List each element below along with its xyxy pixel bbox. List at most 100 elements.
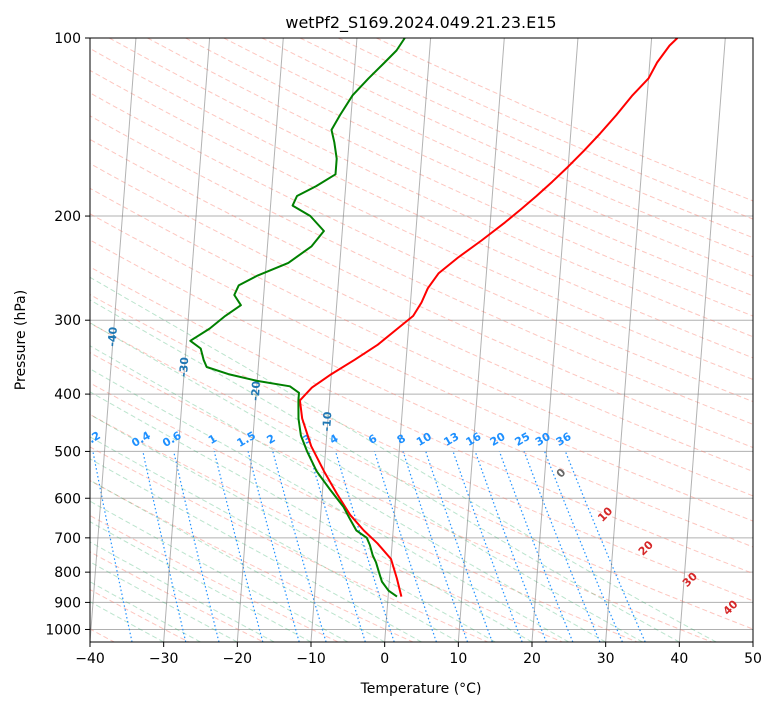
- dry-adiabat: [90, 352, 712, 642]
- mixing-ratio-line: [92, 451, 133, 642]
- dry-adiabat: [147, 38, 753, 317]
- moist-adiabat: [90, 479, 385, 642]
- dewpoint-profile-line: [189, 38, 406, 598]
- y-tick-label: 1000: [45, 622, 81, 638]
- dry-adiabat: [90, 187, 753, 497]
- mixing-ratio-label: 1.5: [235, 429, 258, 450]
- moist-adiabat: [90, 500, 349, 642]
- mixing-ratio-label: 0.2: [79, 429, 102, 450]
- moist-adiabat: [90, 541, 275, 642]
- moist-adiabat: [90, 299, 680, 642]
- y-tick-label: 900: [54, 595, 81, 611]
- dry-adiabat: [90, 551, 264, 642]
- mixing-ratio-label: 36: [554, 430, 574, 449]
- mixing-ratio-line: [544, 451, 623, 642]
- x-tick-label: −10: [296, 651, 326, 667]
- mixing-ratio-label: 16: [464, 430, 484, 449]
- y-tick-label: 100: [54, 31, 81, 47]
- dry-adiabat: [90, 162, 753, 472]
- y-tick-label: 600: [54, 491, 81, 507]
- moist-adiabat: [90, 345, 606, 642]
- dry-adiabat: [90, 294, 753, 602]
- mixing-ratio-line: [564, 451, 646, 642]
- x-tick-label: 40: [670, 651, 688, 667]
- mixing-ratio-line: [498, 451, 574, 642]
- mixing-ratio-line: [452, 451, 523, 642]
- moist-adiabat: [90, 581, 201, 642]
- y-tick-label: 400: [54, 387, 81, 403]
- mixing-ratio-label: 10: [414, 430, 434, 449]
- mixing-ratio-line: [213, 451, 264, 642]
- x-tick-label: −20: [223, 651, 253, 667]
- dry-adiabat: [90, 480, 414, 642]
- mixing-ratio-label: 6: [366, 432, 379, 447]
- moist-adiabat: [90, 391, 533, 642]
- dry-adiabat: [90, 239, 753, 548]
- isotherm-line: [457, 38, 505, 642]
- isotherm-line: [605, 38, 653, 642]
- mixing-ratio-line: [272, 451, 327, 642]
- isotherm-label: -20: [249, 380, 264, 401]
- mixing-ratio-label: 1: [206, 432, 219, 447]
- moist-adiabat-label: 0: [554, 466, 569, 481]
- moist-adiabat: [90, 561, 238, 642]
- x-tick-label: 30: [597, 651, 615, 667]
- isotherm-line: [531, 38, 579, 642]
- dry-adiabat: [90, 115, 753, 425]
- mixing-ratio-line: [173, 451, 220, 642]
- dry-adiabat: [90, 322, 753, 630]
- dry-adiabat: [376, 38, 753, 202]
- x-tick-label: −40: [75, 651, 105, 667]
- y-tick-label: 700: [54, 531, 81, 547]
- plot-frame: [89, 37, 754, 643]
- dry-adiabat: [90, 47, 753, 359]
- moist-adiabat: [90, 521, 312, 642]
- dry-adiabat: [90, 69, 753, 380]
- dry-adiabat: [90, 92, 753, 403]
- moist-adiabat-label: 10: [595, 504, 615, 524]
- dry-adiabat: [223, 38, 753, 277]
- temperature-profile-line: [298, 38, 679, 597]
- moist-adiabat-label: 40: [721, 597, 741, 617]
- mixing-ratio-label: 4: [327, 432, 340, 447]
- y-tick-label: 500: [54, 444, 81, 460]
- plot-area: -100-90-80-70-60-50-40-30-20-100.10.20.4…: [33, 38, 753, 642]
- y-tick-label: 300: [54, 313, 81, 329]
- isotherm-line: [310, 38, 358, 642]
- x-tick-label: 50: [744, 651, 762, 667]
- mixing-ratio-line: [523, 451, 601, 642]
- x-tick-label: 10: [449, 651, 467, 667]
- mixing-ratio-line: [425, 451, 493, 642]
- isotherm-line: [163, 38, 211, 642]
- mixing-ratio-label: 30: [533, 430, 553, 449]
- dry-adiabat: [338, 38, 753, 220]
- y-tick-label: 200: [54, 209, 81, 225]
- isotherm-label: -40: [105, 326, 120, 347]
- x-tick-label: 20: [523, 651, 541, 667]
- moist-adiabat: [90, 322, 643, 642]
- mixing-ratio-line: [402, 451, 469, 642]
- isotherm-label: -30: [177, 356, 192, 377]
- x-axis-label: Temperature (°C): [360, 681, 482, 697]
- isotherm-label: -10: [320, 411, 335, 432]
- mixing-ratio-label: 8: [395, 432, 408, 447]
- isotherm-line: [678, 38, 726, 642]
- isotherm-line: [752, 635, 753, 642]
- mixing-ratio-label: 0.1: [33, 429, 56, 450]
- mixing-ratio-label: 13: [441, 430, 461, 449]
- mixing-ratio-line: [247, 451, 300, 642]
- mixing-ratio-line: [308, 451, 366, 642]
- dry-adiabat: [185, 38, 753, 297]
- x-tick-label: 0: [380, 651, 389, 667]
- moist-adiabat: [90, 276, 717, 642]
- y-tick-label: 800: [54, 565, 81, 581]
- moist-adiabat: [90, 368, 570, 642]
- isotherm-line: [236, 38, 284, 642]
- moist-adiabat: [90, 413, 496, 642]
- mixing-ratio-label: 25: [513, 430, 533, 449]
- moist-adiabat: [90, 458, 422, 642]
- chart-title: wetPf2_S169.2024.049.21.23.E15: [285, 13, 556, 33]
- isotherm-label: -50: [35, 287, 50, 308]
- dry-adiabat: [90, 514, 339, 642]
